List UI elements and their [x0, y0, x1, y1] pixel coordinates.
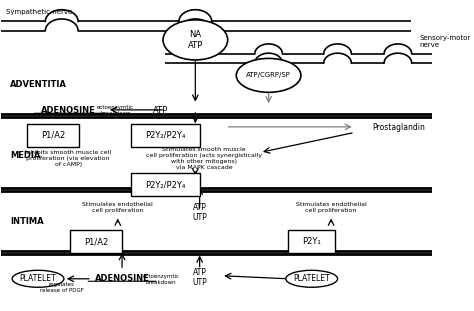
Text: ATP
UTP: ATP UTP: [192, 203, 207, 222]
Text: ectoenzymtic
breakdown: ectoenzymtic breakdown: [97, 105, 134, 116]
Text: PLATELET: PLATELET: [293, 274, 330, 283]
Text: P1/A2: P1/A2: [41, 131, 65, 140]
Text: ATP: ATP: [153, 106, 168, 115]
Text: regulates
release of PDGF: regulates release of PDGF: [40, 282, 84, 293]
Ellipse shape: [12, 270, 64, 287]
Text: ADENOSINE: ADENOSINE: [41, 106, 96, 115]
Text: P2Y₂/P2Y₄: P2Y₂/P2Y₄: [145, 131, 185, 140]
FancyBboxPatch shape: [131, 173, 200, 196]
Text: ectoenzymtic
breakdown: ectoenzymtic breakdown: [142, 274, 179, 285]
Text: P2Y₁: P2Y₁: [302, 237, 321, 246]
FancyBboxPatch shape: [70, 230, 122, 253]
FancyBboxPatch shape: [288, 230, 336, 253]
Text: Stimulates endothelial
cell proliferation: Stimulates endothelial cell proliferatio…: [82, 202, 153, 213]
Text: Sympathetic nerve: Sympathetic nerve: [6, 9, 72, 15]
Text: INTIMA: INTIMA: [10, 217, 44, 226]
Text: MEDIA: MEDIA: [10, 151, 40, 160]
Ellipse shape: [163, 20, 228, 60]
FancyBboxPatch shape: [27, 124, 79, 147]
Text: Sensory-motor
nerve: Sensory-motor nerve: [419, 35, 471, 48]
Text: ATP
UTP: ATP UTP: [192, 267, 207, 287]
Text: P1/A2: P1/A2: [84, 237, 109, 246]
Text: Inhibits smooth muscle cell
proliferation (via elevation
of cAMP): Inhibits smooth muscle cell proliferatio…: [25, 150, 111, 167]
Text: NA
ATP: NA ATP: [188, 30, 203, 50]
Text: Prostaglandin: Prostaglandin: [372, 123, 425, 132]
Text: P2Y₂/P2Y₄: P2Y₂/P2Y₄: [145, 180, 185, 189]
Text: ADVENTITIA: ADVENTITIA: [10, 80, 67, 89]
Ellipse shape: [236, 58, 301, 92]
FancyBboxPatch shape: [131, 124, 200, 147]
Text: Stimulates endothelial
cell proliferation: Stimulates endothelial cell proliferatio…: [296, 202, 366, 213]
Text: PLATELET: PLATELET: [20, 274, 56, 283]
Text: ADENOSINE: ADENOSINE: [95, 274, 149, 283]
Text: ATP/CGRP/SP: ATP/CGRP/SP: [246, 72, 291, 78]
Text: Stimulates smooth muscle
cell proliferation (acts synergistically
with other mit: Stimulates smooth muscle cell proliferat…: [146, 147, 262, 170]
Ellipse shape: [286, 270, 337, 287]
